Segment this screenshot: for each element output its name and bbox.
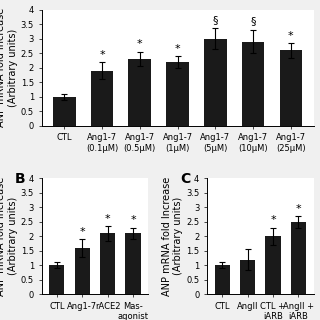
Text: *: * [130, 215, 136, 225]
Bar [100, 233, 115, 294]
Bar [53, 97, 76, 126]
Bar [129, 59, 151, 126]
Y-axis label: ANP mRNA fold Increase
(Arbitrary units): ANP mRNA fold Increase (Arbitrary units) [0, 8, 18, 127]
Bar [204, 39, 227, 126]
Text: *: * [105, 214, 110, 224]
Text: B: B [15, 172, 26, 186]
Bar [125, 233, 141, 294]
Text: *: * [79, 227, 85, 237]
Text: §: § [251, 16, 256, 27]
Bar [166, 62, 189, 126]
Bar [214, 265, 230, 294]
Text: *: * [99, 50, 105, 60]
Bar [265, 236, 281, 294]
Bar [291, 222, 306, 294]
Y-axis label: ANP mRNA fold Increase
(Arbitrary units): ANP mRNA fold Increase (Arbitrary units) [0, 177, 18, 296]
Y-axis label: ANP mRNA fold Increase
(Arbitrary units): ANP mRNA fold Increase (Arbitrary units) [162, 177, 183, 296]
Text: *: * [270, 215, 276, 225]
Text: *: * [288, 31, 294, 41]
Text: C: C [180, 172, 190, 186]
Bar [75, 248, 90, 294]
Bar [49, 265, 64, 294]
Text: *: * [296, 204, 301, 214]
Bar [91, 71, 113, 126]
Text: §: § [212, 15, 218, 25]
Bar [242, 42, 265, 126]
Text: *: * [137, 39, 143, 49]
Bar [280, 50, 302, 126]
Text: *: * [175, 44, 180, 54]
Bar [240, 260, 255, 294]
